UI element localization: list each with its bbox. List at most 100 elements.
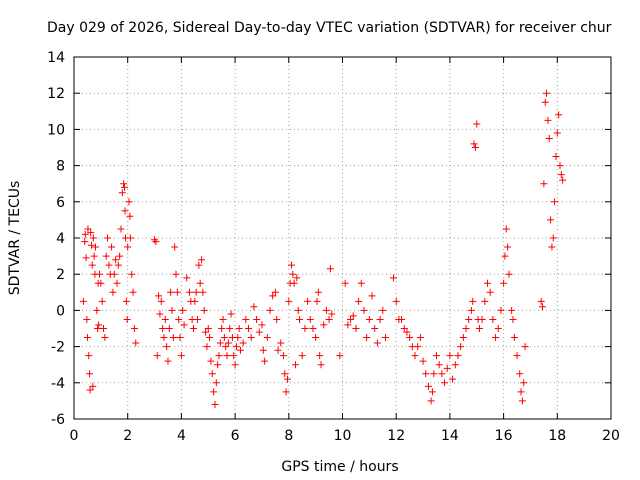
data-point (109, 288, 117, 296)
data-point (271, 288, 279, 296)
data-point (371, 325, 379, 332)
data-point (185, 288, 193, 296)
data-point (427, 397, 435, 405)
data-point (336, 352, 344, 360)
data-point (489, 315, 497, 323)
data-point (96, 270, 104, 278)
data-point (325, 315, 333, 323)
data-point (175, 315, 183, 323)
data-point (504, 243, 512, 251)
data-point (298, 352, 306, 360)
data-point (508, 306, 516, 314)
data-point (98, 297, 106, 305)
data-point (180, 321, 188, 329)
data-point (196, 279, 204, 287)
data-point (555, 111, 563, 119)
data-point (195, 261, 203, 269)
data-point (352, 325, 360, 332)
data-point (416, 334, 424, 342)
data-point (312, 334, 320, 342)
data-point (467, 306, 475, 314)
data-point (373, 339, 381, 347)
data-point (516, 370, 524, 378)
x-tick-label: 12 (387, 428, 405, 444)
data-point (294, 306, 302, 314)
data-point (328, 310, 336, 318)
x-tick-label: 2 (123, 428, 132, 444)
data-point (81, 238, 89, 246)
data-point (497, 306, 505, 314)
data-point (540, 180, 548, 188)
data-point (360, 306, 368, 314)
data-point (227, 310, 235, 318)
data-point (513, 352, 521, 360)
y-tick-label: 14 (47, 50, 65, 66)
data-point (159, 325, 167, 332)
data-point (454, 352, 462, 360)
data-point (547, 216, 555, 224)
x-axis: 0 2 4 6 8 10 12 14 16 18 20 (70, 57, 620, 444)
data-point (112, 256, 120, 264)
data-point (279, 352, 287, 360)
data-point (411, 352, 419, 360)
data-point (273, 315, 281, 323)
data-point (123, 315, 131, 323)
data-point (449, 375, 457, 383)
data-point (457, 343, 465, 351)
data-point (552, 153, 560, 161)
data-point (255, 328, 263, 336)
data-point (301, 325, 309, 332)
data-point (219, 315, 227, 323)
data-point (475, 325, 483, 332)
data-point (520, 379, 528, 387)
data-point (177, 352, 185, 360)
data-point (469, 297, 477, 305)
data-point (85, 352, 93, 360)
data-point (183, 274, 191, 282)
data-point (266, 306, 274, 314)
data-point (101, 334, 109, 342)
data-point (156, 310, 164, 318)
data-point (93, 306, 101, 314)
y-tick-label: 10 (47, 122, 65, 138)
data-point (537, 297, 545, 305)
x-tick-label: 14 (441, 428, 459, 444)
data-point (502, 225, 510, 233)
data-point (398, 315, 406, 323)
data-point (559, 176, 567, 184)
data-point (230, 352, 238, 360)
data-point (438, 370, 446, 378)
data-point (212, 379, 220, 387)
data-point (379, 306, 387, 314)
y-tick-label: 8 (56, 159, 65, 175)
chart-title: Day 029 of 2026, Sidereal Day-to-day VTE… (47, 20, 612, 36)
data-point (114, 261, 122, 269)
data-point (313, 297, 321, 305)
data-point (202, 328, 210, 336)
data-point (368, 292, 376, 300)
x-axis-label: GPS time / hours (281, 459, 398, 475)
data-point (124, 243, 132, 251)
data-point (206, 334, 214, 342)
data-point (247, 334, 255, 342)
data-point (207, 357, 215, 365)
y-tick-label: -6 (51, 412, 65, 428)
data-point (245, 325, 253, 332)
data-point (501, 252, 509, 260)
data-point (406, 334, 414, 342)
data-point (199, 288, 207, 296)
data-point (118, 189, 126, 197)
data-point (400, 325, 408, 332)
data-point (165, 325, 173, 332)
data-point (320, 321, 328, 329)
data-point (390, 274, 398, 282)
data-point (289, 270, 297, 278)
data-point (349, 312, 357, 320)
data-point (120, 180, 128, 188)
data-point (83, 315, 91, 323)
data-point (89, 234, 97, 242)
data-point (88, 261, 96, 269)
data-point (89, 382, 97, 390)
data-point (91, 243, 99, 251)
x-tick-label: 20 (602, 428, 620, 444)
